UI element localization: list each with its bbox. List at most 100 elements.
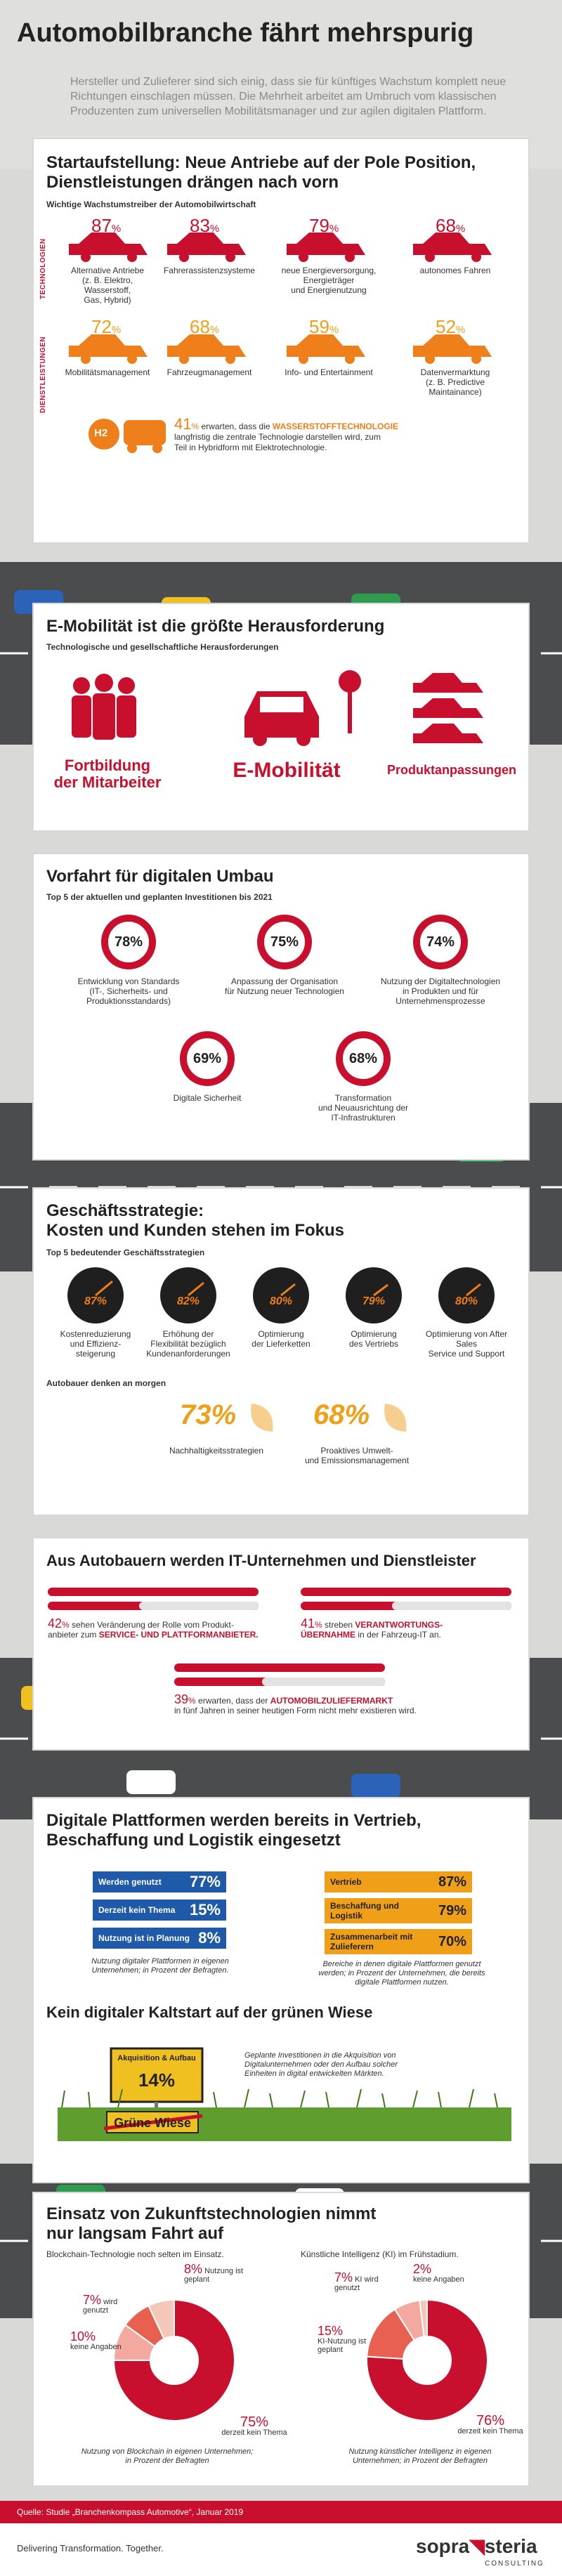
intro-text: Hersteller und Zulieferer sind sich eini… — [70, 76, 507, 117]
slogan: Delivering Transformation. Together. — [17, 2543, 164, 2554]
logo-consulting: CONSULTING — [485, 2560, 544, 2568]
serv-label-1: Mobilitätsmanagement — [65, 367, 150, 377]
hydrogen-label: H2 — [94, 427, 108, 439]
blockchain-pie — [112, 2299, 235, 2421]
tech-label-1: Alternative Antriebe (z. B. Elektro, Wass… — [70, 266, 145, 305]
serv-label-3: Info- und Entertainment — [285, 367, 373, 377]
pie-slice — [366, 2299, 488, 2421]
investment-sign-2: 75% — [257, 915, 312, 969]
future-value-1: 73% — [180, 1399, 237, 1430]
ai-pie — [366, 2299, 488, 2421]
product-cars-icon — [413, 673, 483, 743]
tech-label-2: Fahrerassistenzsysteme — [163, 266, 256, 275]
section-title: Digitale Plattformen werden bereits in V… — [46, 1811, 422, 1850]
challenge-training: Fortbildung der Mitarbeiter — [53, 757, 162, 791]
strategy-label-1: Kostenreduzierung und Effizienz-steigerun… — [60, 1329, 131, 1359]
serv-label-2: Fahrzeugmanagement — [166, 367, 252, 377]
investment-label-2: Anpassung der Organisation für Nutzung ne… — [225, 976, 344, 996]
future-value-2: 68% — [313, 1399, 370, 1430]
blockchain-heading: Blockchain-Technologie noch selten im Ei… — [46, 2249, 224, 2259]
investment-label-4: Digitale Sicherheit — [173, 1093, 242, 1103]
strategy-label-2: Erhöhung der Flexibilität bezüglich Kunden… — [146, 1329, 230, 1359]
investment-sign-4: 69% — [180, 1031, 235, 1086]
future-subtitle: Autobauer denken an morgen — [46, 1378, 166, 1388]
role-change-note: 42% sehen Veränderung der Rolle vom Prod… — [48, 1616, 259, 1640]
tech-value-4: 68% — [436, 215, 466, 236]
investment-sign-1: 78% — [101, 915, 156, 969]
car-rows — [48, 1588, 511, 1686]
strategy-label-4: Optimierung des Vertriebs — [348, 1329, 399, 1349]
investment-label-5: Transformation und Neuausrichtung der IT-I… — [318, 1093, 409, 1123]
investment-label-3: Nutzung der Digitaltechnologien in Produk… — [380, 976, 501, 1006]
section-title: Geschäftsstrategie: Kosten und Kunden ste… — [46, 1201, 345, 1240]
steering-wheel-icon — [162, 2348, 187, 2373]
section-title: E-Mobilität ist die größte Herausforderu… — [46, 617, 385, 636]
tech-label-3: neue Energieversorgung, Energieträger und … — [281, 266, 377, 295]
ev-charging-icon — [244, 670, 361, 746]
source-line: Quelle: Studie „Branchenkompass Automoti… — [0, 2501, 562, 2523]
ai-planned: 15% KI-Nutzung ist geplant — [318, 2324, 367, 2354]
ai-heading: Künstliche Intelligenz (KI) im Frühstadi… — [301, 2249, 459, 2259]
greenfield-sign: Grüne Wiese — [114, 2116, 191, 2130]
section-subtitle: Top 5 der aktuellen und geplanten Invest… — [46, 892, 273, 902]
section-business-strategy: Geschäftsstrategie: Kosten und Kunden ste… — [32, 1187, 530, 1516]
page-title: Automobilbranche fährt mehrspurig — [17, 18, 474, 48]
section-subtitle: Top 5 bedeutender Geschäftsstrategien — [46, 1248, 205, 1257]
serv-value-4: 52% — [436, 316, 466, 337]
tech-value-3: 79% — [309, 215, 339, 236]
ai-note: Nutzung künstlicher Intelligenz in eigen… — [348, 2447, 492, 2465]
tech-label-4: autonomes Fahren — [419, 266, 491, 275]
blockchain-note: Nutzung von Blockchain in eigenen Untern… — [81, 2447, 254, 2465]
car-icons — [69, 233, 492, 453]
blockchain-no-topic: 75% derzeit kein Thema — [221, 2414, 287, 2437]
blockchain-no-answer: 10% keine Angaben — [70, 2329, 122, 2351]
section-title: Aus Autobauern werden IT-Unternehmen und… — [46, 1552, 476, 1569]
ai-used: 7% KI wird genutzt — [334, 2270, 379, 2292]
sign-label: Akquisition & Aufbau — [117, 2054, 196, 2062]
section-growth-drivers: Startaufstellung: Neue Antriebe auf der … — [32, 138, 530, 544]
serv-value-1: 72% — [91, 316, 122, 337]
tech-value-2: 83% — [190, 215, 220, 236]
platform-no-topic: Derzeit kein Thema 15% — [93, 1900, 226, 1921]
greenfield-note: Geplante Investitionen in die Akquisitio… — [244, 2051, 398, 2078]
greenfield-illustration — [58, 2047, 511, 2141]
section-title: Einsatz von Zukunftstechnologien nimmt nu… — [46, 2204, 377, 2243]
leaf-icons — [251, 1404, 407, 1432]
blockchain-used: 7% wird genutzt — [83, 2293, 118, 2315]
section-digital-platforms: Digitale Plattformen werden bereits in V… — [32, 1797, 530, 2183]
serv-value-3: 59% — [309, 316, 339, 337]
tech-value-1: 87% — [91, 215, 122, 236]
section-title: Startaufstellung: Neue Antriebe auf der … — [46, 153, 476, 192]
responsibility-note: 41% streben VERANTWORTUNGS- ÜBERNAHME in… — [301, 1616, 443, 1640]
future-label-1: Nachhaltigkeitsstrategien — [169, 1446, 264, 1456]
section-digital-investments: Vorfahrt für digitalen Umbau Top 5 der a… — [32, 853, 530, 1160]
section-emobility: E-Mobilität ist die größte Herausforderu… — [32, 603, 530, 832]
pie-slice — [148, 2299, 175, 2340]
logo: sopra◥steria — [416, 2535, 537, 2557]
investment-sign-5: 68% — [336, 1031, 391, 1086]
serv-label-4: Datenvermarktung (z. B. Predictive Maintai… — [420, 367, 490, 397]
greenfield-title: Kein digitaler Kaltstart auf der grünen … — [46, 2003, 373, 2021]
strategy-label-5: Optimierung von After Sales Service und S… — [425, 1329, 508, 1359]
platform-planned: Nutzung ist in Planung 8% — [93, 1928, 226, 1949]
sign-value: 14% — [138, 2070, 176, 2091]
challenge-products: Produktanpassungen — [386, 763, 517, 777]
platform-note-left: Nutzung digitaler Plattformen in eigenen… — [91, 1957, 229, 1975]
challenge-icons — [72, 670, 483, 746]
ai-no-topic: 76% derzeit kein Thema — [457, 2413, 523, 2436]
section-subtitle: Wichtige Wachstumstreiber der Automobilw… — [46, 200, 256, 209]
future-label-2: Proaktives Umwelt-und Emissionsmanagemen… — [304, 1446, 410, 1465]
area-sales: Vertrieb 87% — [325, 1871, 472, 1892]
hydrogen-note: 41% erwarten, dass die WASSERSTOFFTECHNO… — [174, 415, 399, 453]
area-logistics: Beschaffung und Logistik 79% — [325, 1898, 472, 1923]
platform-note-right: Bereiche in denen digitale Plattformen g… — [318, 1960, 485, 1987]
challenge-emobility: E-Mobilität — [233, 759, 341, 782]
hydrogen-icon — [89, 419, 166, 453]
section-it-services: Aus Autobauern werden IT-Unternehmen und… — [32, 1537, 530, 1751]
section-subtitle: Technologische und gesellschaftliche Her… — [46, 642, 279, 652]
people-icon — [72, 674, 136, 740]
serv-value-2: 68% — [190, 316, 220, 337]
steering-wheel-icon — [414, 2348, 440, 2373]
section-title: Vorfahrt für digitalen Umbau — [46, 867, 274, 886]
